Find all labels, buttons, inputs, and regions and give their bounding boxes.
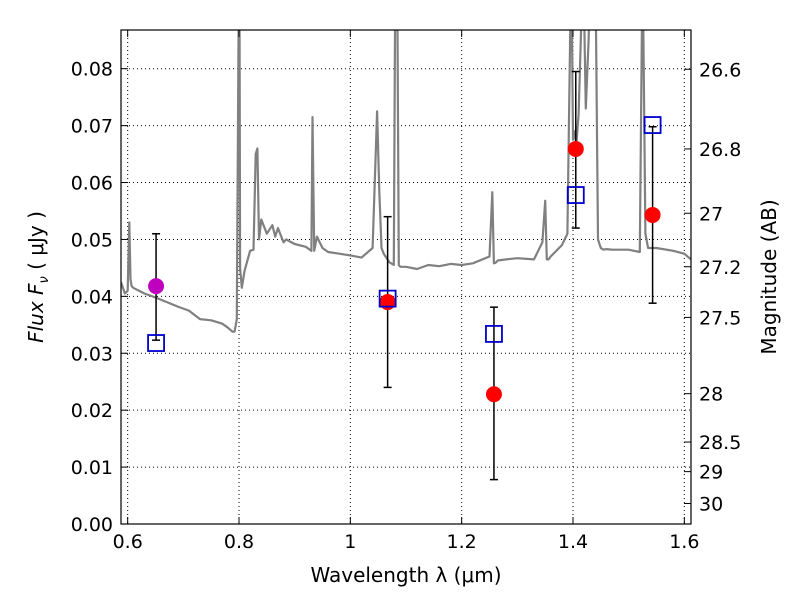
y-tick-label: 0.04 — [71, 286, 113, 308]
y-tick-label: 0.08 — [71, 59, 113, 81]
y2-tick-label: 30 — [699, 494, 723, 516]
data-point — [485, 386, 502, 403]
model-point — [643, 116, 662, 134]
y-axis-label-unit: ( μJy ) — [24, 211, 48, 276]
spectrum-line — [121, 30, 691, 333]
plot-area — [121, 30, 691, 333]
data-point — [567, 140, 584, 157]
x-axis-label: Wavelength λ (μm) — [310, 563, 501, 587]
y2-tick-label: 28 — [699, 384, 723, 406]
x-tick-label: 1 — [344, 531, 356, 553]
y2-tick-label: 26.8 — [699, 139, 741, 161]
y-axis-label-main: Flux F — [24, 283, 48, 343]
y2-tick-label: 28.5 — [699, 432, 741, 454]
y-tick-label: 0.00 — [71, 514, 113, 536]
y2-tick-label: 27.2 — [699, 257, 741, 279]
model-point — [378, 289, 397, 308]
y2-tick-label: 27.5 — [699, 307, 741, 329]
y2-axis-label: Magnitude (AB) — [757, 199, 781, 354]
x-tick-label: 1.2 — [447, 531, 477, 553]
data-point — [644, 206, 661, 223]
y2-tick-label: 26.6 — [699, 59, 741, 81]
x-tick-label: 0.8 — [224, 531, 254, 553]
model-point — [566, 186, 585, 204]
model-point — [147, 334, 165, 352]
data-point — [148, 278, 165, 295]
y-axis-label: Flux Fν ( μJy ) — [24, 211, 52, 343]
y-tick-label: 0.05 — [71, 229, 113, 251]
y-tick-label: 0.07 — [71, 116, 113, 138]
y-axis-label-sub: ν — [37, 276, 52, 283]
y-tick-label: 0.02 — [71, 400, 113, 422]
y-tick-label: 0.03 — [71, 343, 113, 365]
y-tick-label: 0.01 — [71, 457, 113, 479]
x-tick-label: 0.6 — [113, 531, 143, 553]
y-tick-label: 0.06 — [71, 173, 113, 195]
x-tick-label: 1.6 — [669, 531, 699, 553]
x-tick-label: 1.4 — [558, 531, 588, 553]
plot-frame — [120, 29, 692, 525]
y2-tick-label: 27 — [699, 203, 723, 225]
model-point — [485, 325, 503, 343]
markers — [147, 116, 662, 403]
ticks: 0.6 0.8 1 1.2 1.4 1.6 0.00 0.01 0.02 0.03 0.04 0.05… — [71, 30, 741, 553]
y2-tick-label: 29 — [699, 462, 723, 484]
